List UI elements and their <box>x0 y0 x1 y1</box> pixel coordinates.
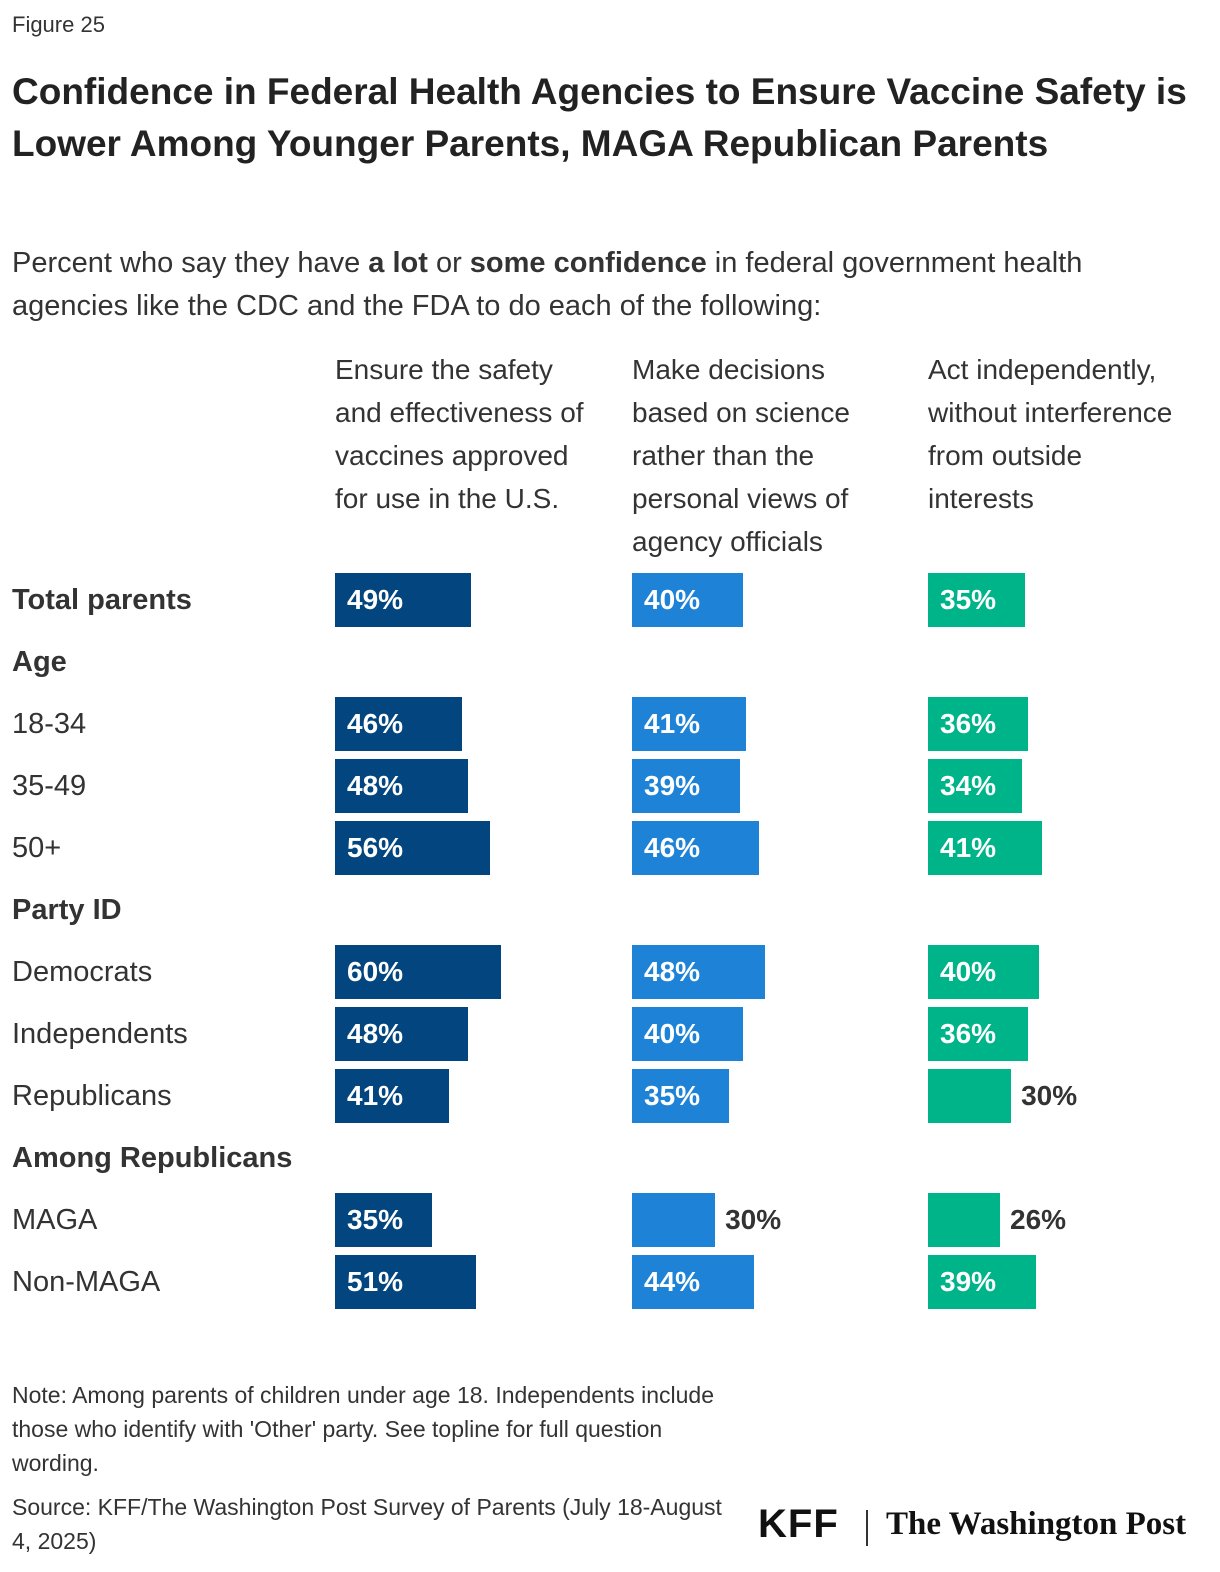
row-label: Democrats <box>12 956 153 988</box>
bar <box>632 697 746 751</box>
row-label: MAGA <box>12 1204 98 1236</box>
value-label: 49% <box>347 584 404 615</box>
bar <box>335 573 471 627</box>
bar <box>928 697 1028 751</box>
value-label: 30% <box>725 1204 782 1235</box>
row-label: Republicans <box>12 1080 172 1112</box>
bar <box>632 945 765 999</box>
bar <box>632 759 741 813</box>
bar <box>928 1007 1028 1061</box>
bar <box>632 1007 743 1061</box>
subtitle-part: some confidence <box>469 247 707 279</box>
bar <box>928 1069 1012 1123</box>
value-label: 56% <box>347 832 404 863</box>
value-label: 40% <box>644 584 701 615</box>
bar <box>335 1255 477 1309</box>
logo: KFF <box>758 1502 839 1546</box>
note: Note: Among parents of children under ag… <box>12 1382 714 1476</box>
bar <box>632 821 760 875</box>
source: Source: KFF/The Washington Post Survey o… <box>12 1494 722 1554</box>
subtitle-part: a lot <box>368 247 428 279</box>
value-label: 40% <box>940 956 997 987</box>
value-label: 46% <box>644 832 701 863</box>
bar <box>335 1007 468 1061</box>
figure-label: Figure 25 <box>12 12 105 37</box>
row-label: Independents <box>12 1018 188 1050</box>
bar <box>632 1255 754 1309</box>
value-label: 60% <box>347 956 404 987</box>
bar <box>335 697 463 751</box>
value-label: 30% <box>1021 1080 1078 1111</box>
bar <box>928 1193 1001 1247</box>
value-label: 26% <box>1010 1204 1067 1235</box>
subtitle-part: or <box>427 247 470 279</box>
group-label: Party ID <box>12 894 122 926</box>
value-label: 35% <box>940 584 997 615</box>
bar <box>335 1069 449 1123</box>
value-label: 39% <box>644 770 701 801</box>
column-header: Act independently, without interference … <box>928 354 1173 514</box>
group-label: Total parents <box>12 584 192 616</box>
value-label: 44% <box>644 1266 701 1297</box>
row-label: Non-MAGA <box>12 1266 161 1298</box>
value-label: 39% <box>940 1266 997 1297</box>
column-header: Make decisions based on science rather t… <box>632 354 850 557</box>
bar <box>335 1193 432 1247</box>
value-label: 51% <box>347 1266 404 1297</box>
value-label: 48% <box>644 956 701 987</box>
value-label: 46% <box>347 708 404 739</box>
value-label: 48% <box>347 1018 404 1049</box>
chart-title: Confidence in Federal Health Agencies to… <box>12 71 1187 164</box>
value-label: 41% <box>940 832 997 863</box>
row-label: 18-34 <box>12 708 87 740</box>
value-label: 35% <box>644 1080 701 1111</box>
value-label: 34% <box>940 770 997 801</box>
value-label: 40% <box>644 1018 701 1049</box>
value-label: 36% <box>940 1018 997 1049</box>
bar <box>928 945 1039 999</box>
subtitle-part: Percent who say they have <box>12 247 369 279</box>
bar <box>335 759 468 813</box>
subtitle-part: in federal government health agencies li… <box>12 247 1091 322</box>
logo: The Washington Post <box>886 1506 1187 1542</box>
column-header: Ensure the safety and effectiveness of v… <box>335 354 584 514</box>
row-label: 35-49 <box>12 770 87 802</box>
bar <box>928 759 1023 813</box>
chart-subtitle: Percent who say they have a lot or some … <box>12 242 1202 328</box>
bar <box>335 821 491 875</box>
bar <box>928 573 1025 627</box>
value-label: 41% <box>644 708 701 739</box>
row-label: 50+ <box>12 832 62 864</box>
value-label: 36% <box>940 708 997 739</box>
bar <box>928 1255 1037 1309</box>
logo-separator <box>866 1510 868 1546</box>
bar <box>632 1193 716 1247</box>
value-label: 35% <box>347 1204 404 1235</box>
bar <box>632 573 743 627</box>
group-label: Age <box>12 646 67 678</box>
bar <box>335 945 502 999</box>
value-label: 48% <box>347 770 404 801</box>
bar <box>928 821 1042 875</box>
bar <box>632 1069 729 1123</box>
group-label: Among Republicans <box>12 1142 293 1174</box>
value-label: 41% <box>347 1080 404 1111</box>
